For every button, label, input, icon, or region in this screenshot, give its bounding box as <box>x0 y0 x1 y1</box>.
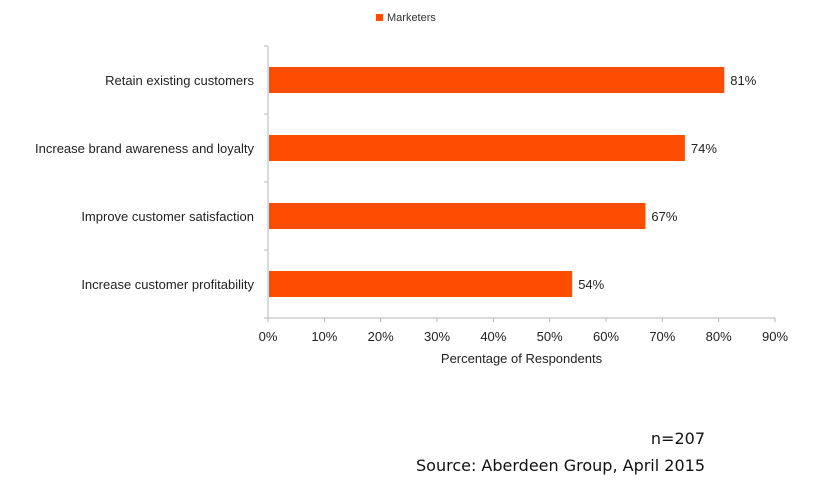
x-tick-label: 90% <box>762 329 788 344</box>
category-label: Increase brand awareness and loyalty <box>35 141 254 156</box>
data-label: 54% <box>578 277 604 292</box>
bar-2 <box>269 135 685 161</box>
x-tick-label: 30% <box>424 329 450 344</box>
data-label: 74% <box>691 141 717 156</box>
bar-1 <box>269 67 725 93</box>
sample-size-note: n=207 <box>650 429 705 448</box>
legend-label: Marketers <box>387 12 436 24</box>
x-tick-label: 40% <box>480 329 506 344</box>
x-tick-label: 10% <box>311 329 337 344</box>
category-label: Improve customer satisfaction <box>81 209 254 224</box>
data-label: 67% <box>651 209 677 224</box>
legend-swatch <box>376 14 383 21</box>
x-tick-label: 60% <box>593 329 619 344</box>
category-label: Increase customer profitability <box>81 277 254 292</box>
x-tick-label: 0% <box>259 329 278 344</box>
x-tick-label: 20% <box>368 329 394 344</box>
bar-chart: Marketers 0% 10% 20% 30% 40% 50% 60% 70% 80% 90% Pe… <box>35 12 788 366</box>
x-tick-label: 80% <box>706 329 732 344</box>
category-label: Retain existing customers <box>105 73 254 88</box>
x-axis-title: Percentage of Respondents <box>441 351 603 366</box>
x-tick-label: 50% <box>537 329 563 344</box>
x-tick-label: 70% <box>649 329 675 344</box>
data-label: 81% <box>730 73 756 88</box>
bar-4 <box>269 271 573 297</box>
source-note: Source: Aberdeen Group, April 2015 <box>416 456 705 475</box>
bar-3 <box>269 203 646 229</box>
